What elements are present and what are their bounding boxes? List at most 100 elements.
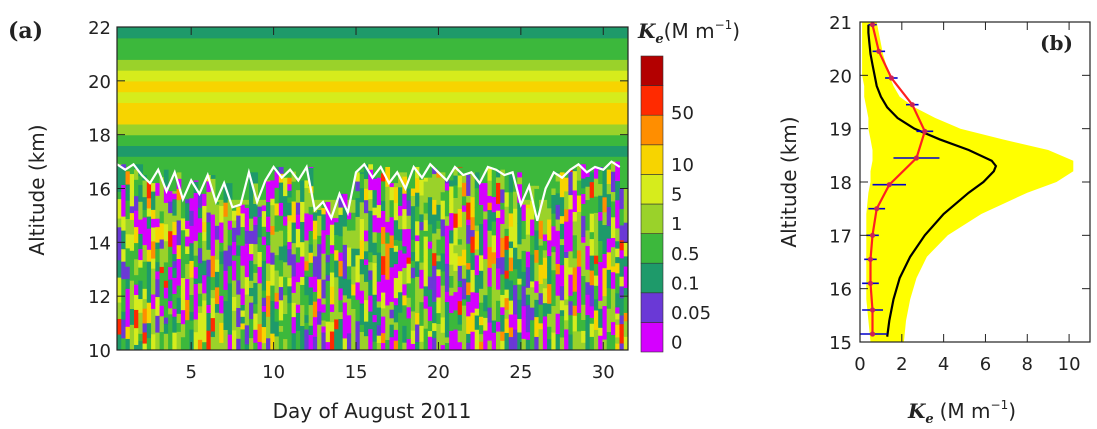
heatmap-cell (278, 259, 284, 277)
heatmap-cell (363, 281, 369, 301)
heatmap-cell (402, 325, 408, 343)
heatmap-cell (559, 244, 565, 266)
heatmap-cell (283, 216, 288, 226)
heatmap-cell (542, 249, 548, 258)
heatmap-cell (398, 270, 403, 293)
heatmap-cell (236, 215, 241, 236)
heatmap-cell (261, 244, 267, 261)
heatmap-cell (525, 204, 531, 209)
heatmap-cell (402, 172, 408, 177)
heatmap-cell (261, 326, 267, 344)
colorbar-level-label: 0.1 (671, 273, 700, 294)
heatmap-cell (389, 199, 395, 218)
heatmap-cell (244, 243, 250, 250)
heatmap-cell (270, 198, 276, 206)
heatmap-cell (585, 199, 591, 211)
heatmap-cell (521, 220, 527, 240)
heatmap-cell (266, 180, 271, 203)
heatmap-cell (615, 227, 620, 242)
heatmap-cell (325, 304, 331, 322)
heatmap-cell (593, 167, 599, 179)
heatmap-band (117, 113, 628, 125)
heatmap-cell (146, 249, 152, 262)
heatmap-cell (138, 233, 144, 250)
heatmap-cell (461, 204, 467, 212)
heatmap-cell (491, 221, 497, 236)
heatmap-cell (304, 260, 310, 271)
heatmap-cell (398, 240, 403, 251)
heatmap-cell (534, 262, 540, 282)
heatmap-cell (525, 266, 531, 288)
heatmap-cell (300, 185, 305, 202)
heatmap-cell (134, 274, 139, 285)
heatmap-cell (585, 314, 591, 336)
heatmap-cell (376, 342, 382, 350)
heatmap-cell (470, 312, 476, 332)
heatmap-cell (419, 262, 425, 270)
heatmap-cell (308, 214, 314, 232)
heatmap-cell (534, 299, 540, 311)
heatmap-cell (163, 186, 169, 203)
heatmap-cell (393, 304, 399, 323)
heatmap-cell (193, 318, 199, 333)
heatmap-cell (572, 220, 578, 236)
heatmap-cell (551, 326, 557, 333)
heatmap-cell (359, 324, 365, 332)
heatmap-cell (210, 255, 216, 278)
heatmap-band (117, 59, 628, 71)
heatmap-cell (223, 311, 229, 330)
heatmap-cell (393, 329, 399, 341)
heatmap-cell (163, 261, 169, 281)
heatmap-cell (381, 180, 386, 201)
heatmap-cell (508, 191, 514, 214)
heatmap-cell (355, 254, 361, 267)
heatmap-cell (249, 287, 254, 297)
heatmap-cell (402, 304, 408, 326)
heatmap-cell (176, 244, 182, 260)
heatmap-cell (555, 313, 561, 335)
heatmap-cell (504, 297, 510, 310)
heatmap-cell (470, 301, 476, 313)
heatmap-cell (274, 321, 280, 337)
heatmap-cell (610, 321, 616, 336)
heatmap-cell (593, 212, 599, 222)
heatmap-cell (363, 240, 369, 252)
heatmap-cell (244, 276, 250, 295)
heatmap-cell (283, 225, 288, 246)
heatmap-cell (602, 169, 608, 180)
heatmap-cell (372, 294, 378, 316)
colorbar-swatch (640, 85, 664, 116)
heatmap-cell (487, 267, 493, 287)
heatmap-cell (155, 278, 161, 298)
heatmap-cell (542, 330, 548, 350)
heatmap-cell (274, 214, 280, 232)
heatmap-cell (146, 216, 152, 229)
heatmap-cell (402, 216, 408, 230)
heatmap-cell (346, 247, 352, 267)
heatmap-cell (193, 192, 199, 209)
heatmap-cell (278, 166, 284, 174)
heatmap-cell (223, 250, 229, 271)
heatmap-cell (444, 215, 450, 226)
heatmap-cell (466, 175, 471, 182)
heatmap-cell (551, 246, 557, 253)
heatmap-cell (615, 174, 620, 182)
heatmap-cell (129, 219, 135, 235)
heatmap-cell (325, 242, 331, 255)
heatmap-cell (317, 215, 322, 236)
panel-b-x-axis-close: ) (1008, 399, 1016, 423)
heatmap-cell (240, 316, 246, 324)
heatmap-cell (121, 278, 127, 301)
heatmap-cell (125, 304, 131, 315)
heatmap-cell (576, 278, 582, 298)
heatmap-cell (555, 219, 561, 231)
binned-point (922, 128, 928, 134)
heatmap-cell (278, 325, 284, 332)
heatmap-cell (155, 296, 161, 316)
heatmap-cell (134, 242, 139, 260)
heatmap-cell (525, 234, 531, 252)
heatmap-cell (176, 172, 182, 179)
heatmap-cell (274, 237, 280, 256)
heatmap-cell (172, 253, 178, 262)
